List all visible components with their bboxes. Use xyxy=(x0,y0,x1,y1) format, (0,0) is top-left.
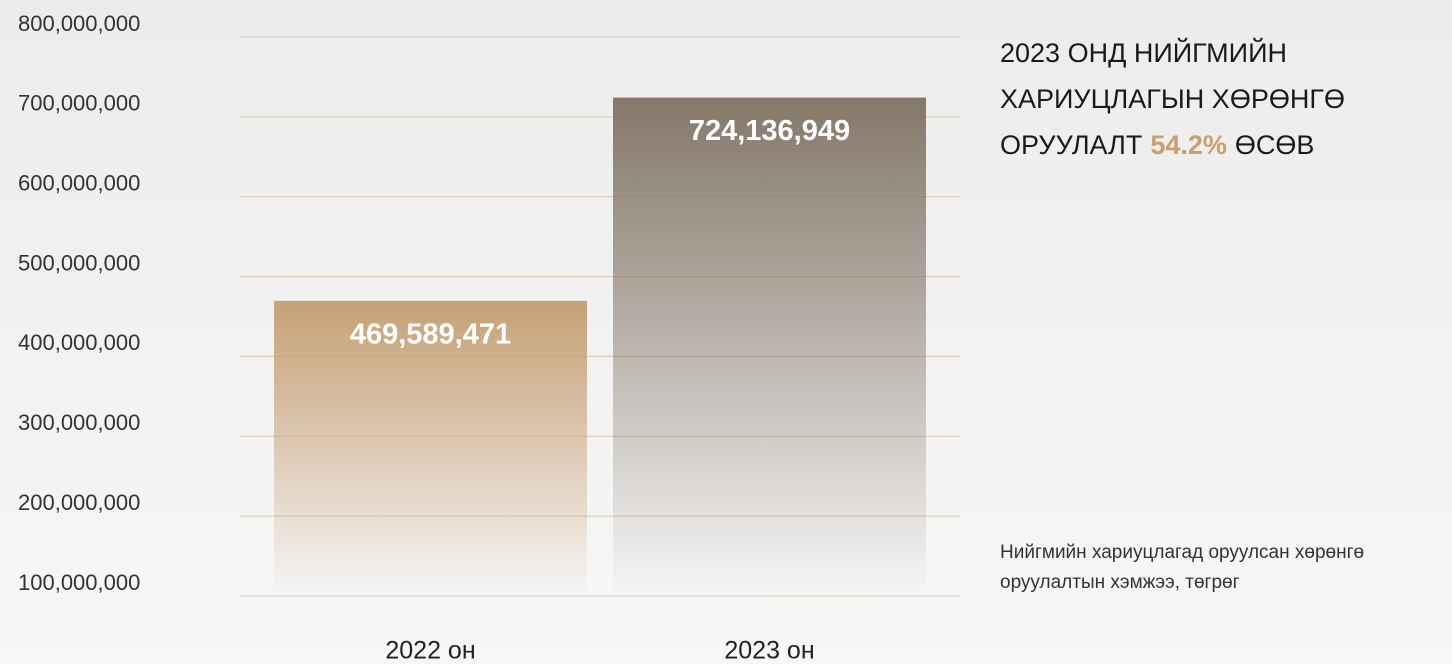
bar xyxy=(274,300,587,596)
x-tick-label: 2023 он xyxy=(724,637,814,664)
title-text: ӨСӨВ xyxy=(1234,130,1315,160)
y-tick-label: 200,000,000 xyxy=(18,490,140,515)
y-tick-label: 800,000,000 xyxy=(18,11,140,36)
title-text: 2023 ОНД НИЙГМИЙН ХАРИУЦЛАГЫН ХӨРӨНГӨ ОР… xyxy=(1000,38,1345,160)
bar xyxy=(613,97,926,596)
title-highlight: 54.2% xyxy=(1150,130,1227,160)
y-tick-label: 400,000,000 xyxy=(18,330,140,355)
y-tick-label: 700,000,000 xyxy=(18,91,140,116)
x-tick-label: 2022 он xyxy=(385,637,475,664)
data-label: 469,589,471 xyxy=(350,319,511,351)
y-tick-label: 500,000,000 xyxy=(18,250,140,275)
y-tick-label: 100,000,000 xyxy=(18,570,140,595)
chart-note: Нийгмийн хариуцлагад оруулсан хөрөнгө ор… xyxy=(1000,542,1365,593)
chart-title: 2023 ОНД НИЙГМИЙН ХАРИУЦЛАГЫН ХӨРӨНГӨ ОР… xyxy=(1000,30,1430,168)
data-label: 724,136,949 xyxy=(689,115,850,147)
y-tick-label: 600,000,000 xyxy=(18,171,140,196)
y-tick-label: 300,000,000 xyxy=(18,410,140,435)
